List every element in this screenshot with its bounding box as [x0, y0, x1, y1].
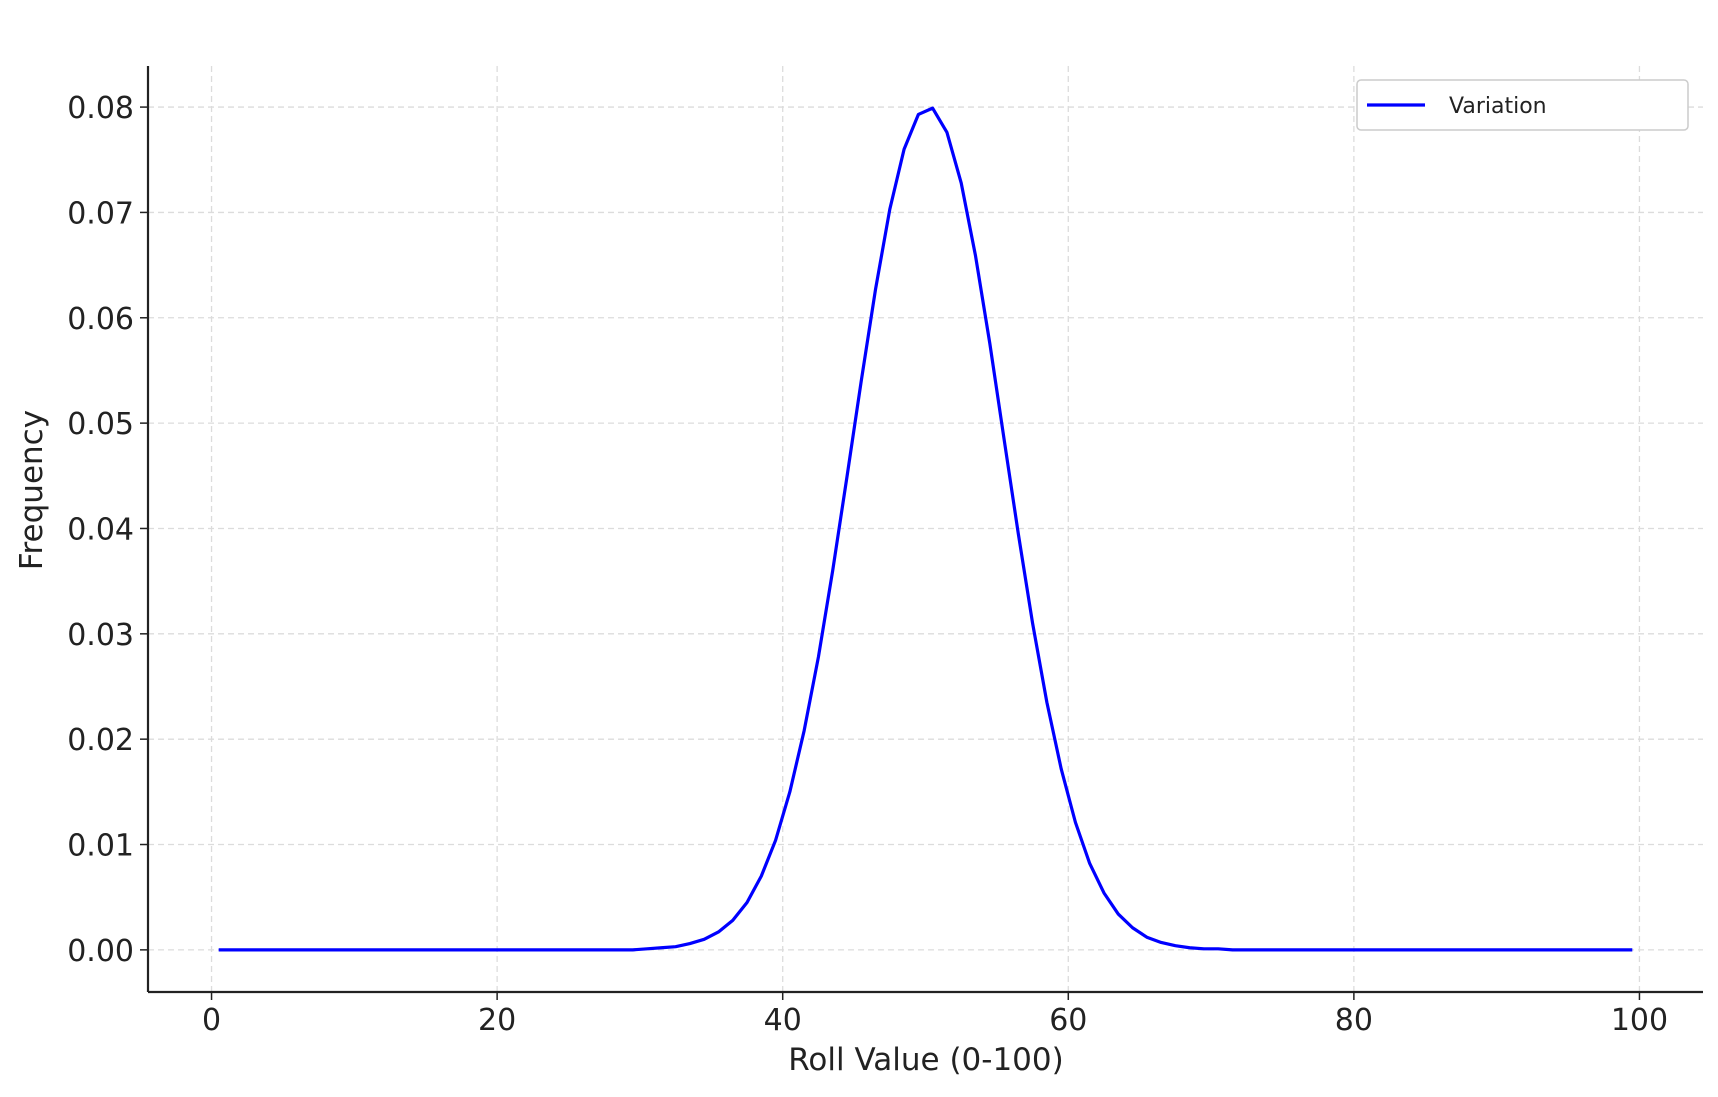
y-tick-label: 0.04: [67, 512, 134, 547]
y-tick-label: 0.01: [67, 829, 134, 864]
y-tick-label: 0.05: [67, 407, 134, 442]
x-tick-label: 60: [1049, 1003, 1087, 1038]
y-axis-label: Frequency: [14, 410, 50, 570]
y-tick-label: 0.00: [67, 934, 134, 969]
y-tick-label: 0.08: [67, 91, 134, 126]
data-line: [218, 106, 1633, 952]
legend-label: Variation: [1449, 94, 1547, 119]
y-tick-label: 0.06: [67, 302, 134, 337]
y-tick-label: 0.02: [67, 723, 134, 758]
x-tick-label: 40: [764, 1003, 802, 1038]
y-tick-label: 0.03: [67, 618, 134, 653]
x-tick-label: 0: [202, 1003, 221, 1038]
x-axis-label: Roll Value (0-100): [788, 1042, 1063, 1078]
legend-box: [1356, 79, 1689, 131]
legend: Variation: [1356, 79, 1689, 131]
x-tick-label: 80: [1335, 1003, 1373, 1038]
x-tick-label: 100: [1611, 1003, 1668, 1038]
y-tick-label: 0.07: [67, 196, 134, 231]
x-tick-label: 20: [478, 1003, 516, 1038]
